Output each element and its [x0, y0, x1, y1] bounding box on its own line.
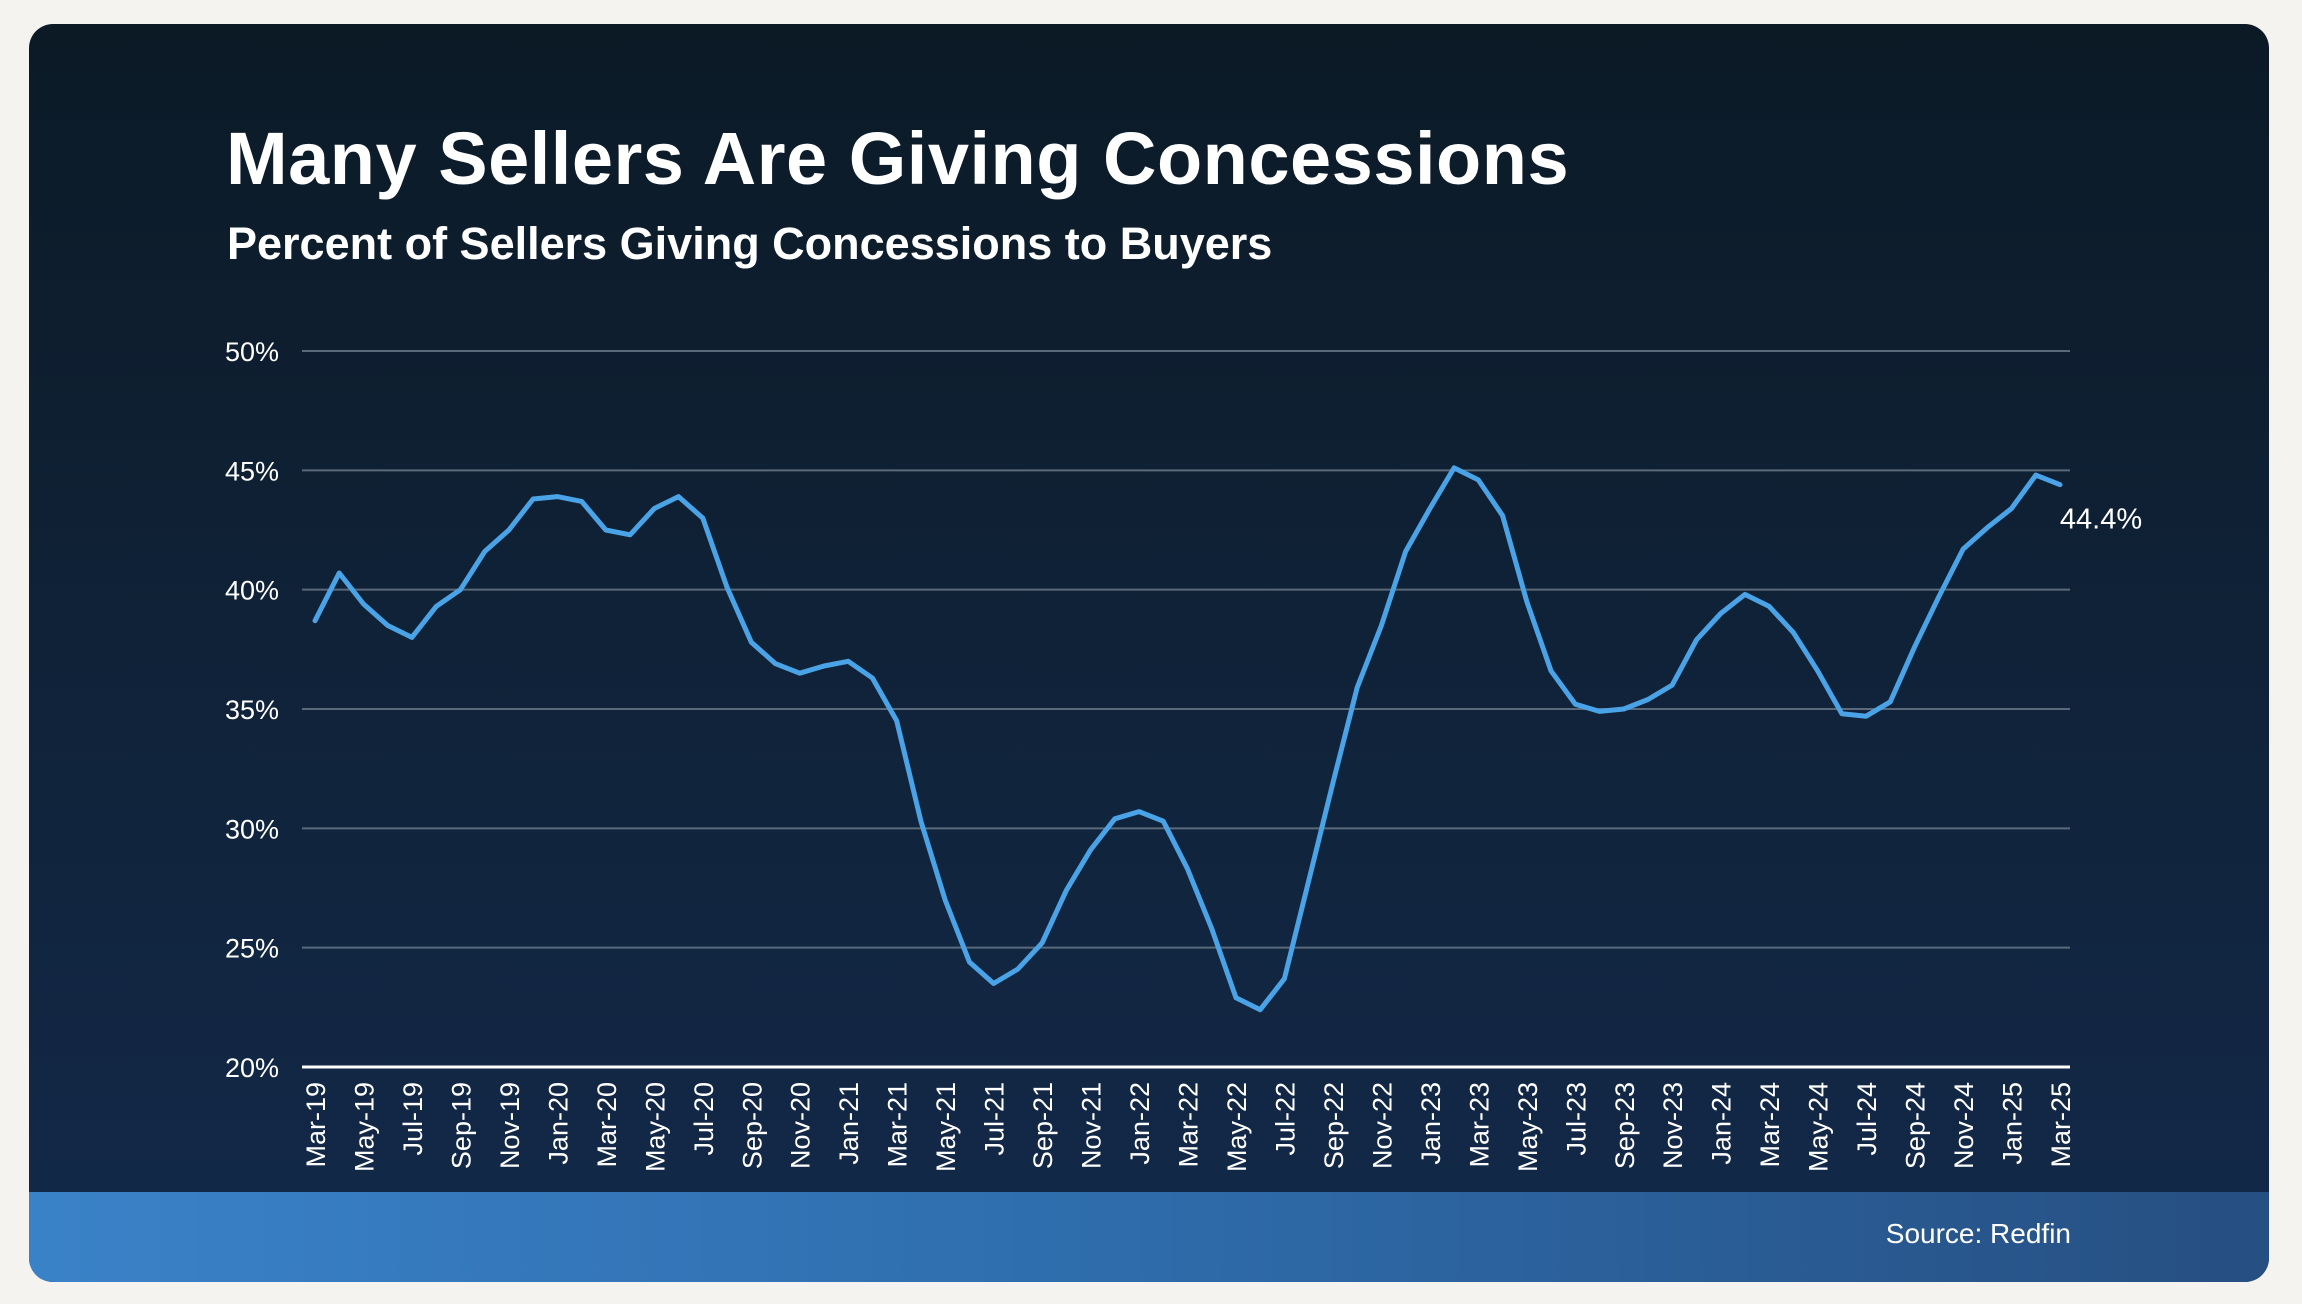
x-tick-label: Sep-22 [1319, 1082, 1349, 1169]
y-tick-label: 35% [225, 695, 279, 725]
x-tick-label: Mar-22 [1174, 1082, 1204, 1168]
source-label: Source: Redfin [1885, 1218, 2071, 1249]
y-tick-label: 25% [225, 934, 279, 964]
x-tick-label: Jul-21 [980, 1082, 1010, 1156]
x-tick-label: Jul-23 [1561, 1082, 1591, 1156]
x-tick-label: Mar-25 [2046, 1082, 2076, 1168]
x-tick-label: Jan-22 [1125, 1082, 1155, 1165]
y-tick-label: 45% [225, 456, 279, 486]
y-tick-label: 30% [225, 814, 279, 844]
x-tick-label: May-20 [640, 1082, 670, 1172]
x-tick-label: Mar-23 [1464, 1082, 1494, 1168]
x-tick-label: Nov-24 [1949, 1082, 1979, 1169]
x-tick-label: Mar-20 [592, 1082, 622, 1168]
x-tick-label: May-22 [1222, 1082, 1252, 1172]
x-tick-label: Jan-24 [1707, 1082, 1737, 1165]
x-tick-label: Sep-23 [1610, 1082, 1640, 1169]
footer-bar: Source: Redfin [29, 1192, 2269, 1282]
x-tick-label: Mar-19 [301, 1082, 331, 1168]
chart-title: Many Sellers Are Giving Concessions [226, 117, 1570, 200]
x-tick-label: Jul-22 [1270, 1082, 1300, 1156]
x-tick-label: Jul-20 [689, 1082, 719, 1156]
x-tick-label: Mar-24 [1755, 1082, 1785, 1168]
y-tick-label: 50% [225, 337, 279, 367]
x-tick-label: Sep-19 [446, 1082, 476, 1169]
x-tick-label: Jan-21 [834, 1082, 864, 1165]
x-tick-label: Nov-22 [1367, 1082, 1397, 1169]
end-value-label: 44.4% [2060, 504, 2142, 536]
x-tick-label: Nov-23 [1658, 1082, 1688, 1169]
x-tick-label: May-23 [1513, 1082, 1543, 1172]
x-tick-label: May-24 [1804, 1082, 1834, 1172]
y-tick-label: 20% [225, 1053, 279, 1083]
chart-card: Many Sellers Are Giving Concessions Perc… [29, 24, 2269, 1282]
x-tick-label: Jan-20 [543, 1082, 573, 1165]
series-line [312, 465, 2063, 1013]
x-tick-label: Sep-21 [1028, 1082, 1058, 1169]
x-tick-label: Nov-21 [1077, 1082, 1107, 1169]
x-tick-label: Sep-20 [737, 1082, 767, 1169]
x-tick-label: Nov-20 [786, 1082, 816, 1169]
x-tick-label: May-21 [931, 1082, 961, 1172]
x-tick-label: Mar-21 [883, 1082, 913, 1168]
x-tick-label: Jul-19 [398, 1082, 428, 1156]
y-tick-label: 40% [225, 576, 279, 606]
x-tick-label: May-19 [349, 1082, 379, 1172]
x-tick-label: Jul-24 [1852, 1082, 1882, 1156]
line-chart: 20% 25% 30% 35% 40% 45% 50% Mar-19 May-19 Jul-19 S… [225, 337, 2142, 1172]
x-tick-label: Jan-25 [1998, 1082, 2028, 1165]
chart-subtitle: Percent of Sellers Giving Concessions to… [227, 218, 1273, 269]
x-tick-label: Sep-24 [1901, 1082, 1931, 1169]
x-tick-label: Nov-19 [495, 1082, 525, 1169]
x-tick-label: Jan-23 [1416, 1082, 1446, 1165]
